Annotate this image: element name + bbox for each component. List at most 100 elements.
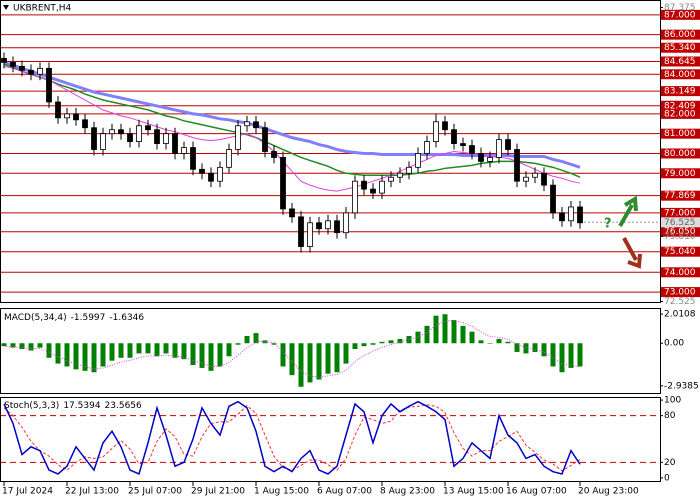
- candle-body: [235, 125, 241, 150]
- stoch-header: Stoch(5,3,3) 17.5394 23.5656: [4, 401, 142, 411]
- y-tick-label: 0.00: [664, 339, 684, 349]
- candle-body: [406, 166, 412, 174]
- candle-body: [307, 222, 313, 247]
- macd-bar: [262, 340, 268, 344]
- macd-bar: [424, 325, 430, 344]
- macd-bar: [190, 343, 196, 366]
- level-label: 82.409: [664, 101, 696, 111]
- candle-body: [577, 206, 583, 224]
- macd-bar: [478, 340, 484, 344]
- level-label-box: [661, 29, 700, 40]
- candle-body: [217, 166, 223, 182]
- y-tick-label: 20: [664, 458, 676, 468]
- macd-bar: [577, 343, 583, 367]
- candle-body: [91, 127, 97, 150]
- candle-body: [343, 212, 349, 234]
- candle-body: [181, 147, 187, 154]
- candle-body: [271, 151, 277, 158]
- x-tick-label: 17 Jul 2024: [2, 487, 53, 497]
- macd-bar: [100, 343, 106, 367]
- macd-bar: [415, 331, 421, 344]
- level-label: 86.000: [664, 30, 696, 40]
- macd-bar: [406, 335, 412, 344]
- macd-bar: [316, 343, 322, 380]
- macd-bar: [208, 343, 214, 371]
- macd-header: MACD(5,34,4) -1.5997 -1.6346: [4, 313, 144, 323]
- macd-bar: [514, 343, 520, 352]
- candle-body: [415, 153, 421, 168]
- level-label: 75.040: [664, 247, 696, 257]
- x-tick-label: 1 Aug 15:00: [254, 487, 309, 497]
- candle-body: [118, 129, 124, 135]
- level-label: 79.000: [664, 169, 696, 179]
- macd-bar: [460, 325, 466, 344]
- macd-bar: [217, 343, 223, 367]
- candle-body: [433, 121, 439, 142]
- candle-body: [496, 139, 502, 158]
- macd-bar: [307, 343, 313, 383]
- macd-panel-border: [0, 308, 661, 394]
- candle-body: [478, 153, 484, 162]
- macd-bar: [325, 343, 331, 374]
- x-tick-label: 29 Jul 21:00: [191, 487, 245, 497]
- candle-body: [370, 188, 376, 194]
- candle-body: [379, 180, 385, 194]
- macd-bar: [334, 343, 340, 373]
- candle-body: [442, 121, 448, 131]
- macd-bar: [541, 343, 547, 357]
- macd-bar: [64, 343, 70, 367]
- macd-bar: [442, 314, 448, 344]
- macd-bar: [73, 343, 79, 370]
- macd-bar: [361, 343, 367, 347]
- line-series: [3, 65, 581, 192]
- macd-bar: [388, 340, 394, 344]
- macd-bar: [469, 331, 475, 344]
- level-label-box: [661, 9, 700, 20]
- candle-body: [73, 113, 79, 121]
- macd-bar: [433, 315, 439, 344]
- macd-title: MACD(5,34,4): [4, 313, 67, 323]
- candle-body: [154, 129, 160, 144]
- level-label-box: [661, 148, 700, 159]
- candle-body: [208, 172, 214, 182]
- macd-bar: [352, 343, 358, 350]
- candle-body: [136, 125, 142, 142]
- level-label-box: [661, 168, 700, 179]
- macd-bar: [91, 343, 97, 373]
- macd-bar: [172, 343, 178, 358]
- stoch-title: Stoch(5,3,3): [4, 401, 59, 411]
- candle-body: [280, 157, 286, 210]
- stoch-last: 17.5394: [63, 401, 100, 411]
- candle-body: [325, 220, 331, 230]
- candle-body: [505, 139, 511, 150]
- candle-body: [19, 65, 25, 71]
- y-tick-label: 80: [664, 411, 676, 421]
- macd-bar: [37, 343, 43, 348]
- candle-body: [514, 149, 520, 182]
- macd-bar: [487, 343, 493, 344]
- plot-layer: 87.000 86.000 85.340 84.645 84.000 83.149 82.4…: [0, 3, 700, 497]
- up-arrow: [618, 195, 638, 227]
- x-tick-label: 20 Aug 23:00: [578, 487, 639, 497]
- macd-bar: [46, 343, 52, 358]
- macd-bar: [550, 343, 556, 367]
- y-tick-label: 0: [664, 473, 670, 483]
- candle-body: [469, 145, 475, 154]
- main-panel-border: [0, 0, 661, 303]
- candle-body: [199, 168, 205, 174]
- header-icon: [3, 5, 9, 10]
- macd-bar: [154, 343, 160, 357]
- candle-body: [109, 129, 115, 135]
- line-series: [3, 400, 581, 476]
- level-label-box: [661, 287, 700, 298]
- candle-body: [541, 172, 547, 186]
- macd-bar: [244, 335, 250, 344]
- candle-body: [568, 206, 574, 222]
- macd-bar: [199, 343, 205, 368]
- macd-bar: [118, 343, 124, 358]
- macd-bar: [298, 343, 304, 387]
- level-label: 84.645: [664, 57, 696, 67]
- symbol-title: UKBRENT,H4: [13, 4, 71, 14]
- macd-bar: [28, 343, 34, 351]
- macd-bar: [271, 343, 277, 345]
